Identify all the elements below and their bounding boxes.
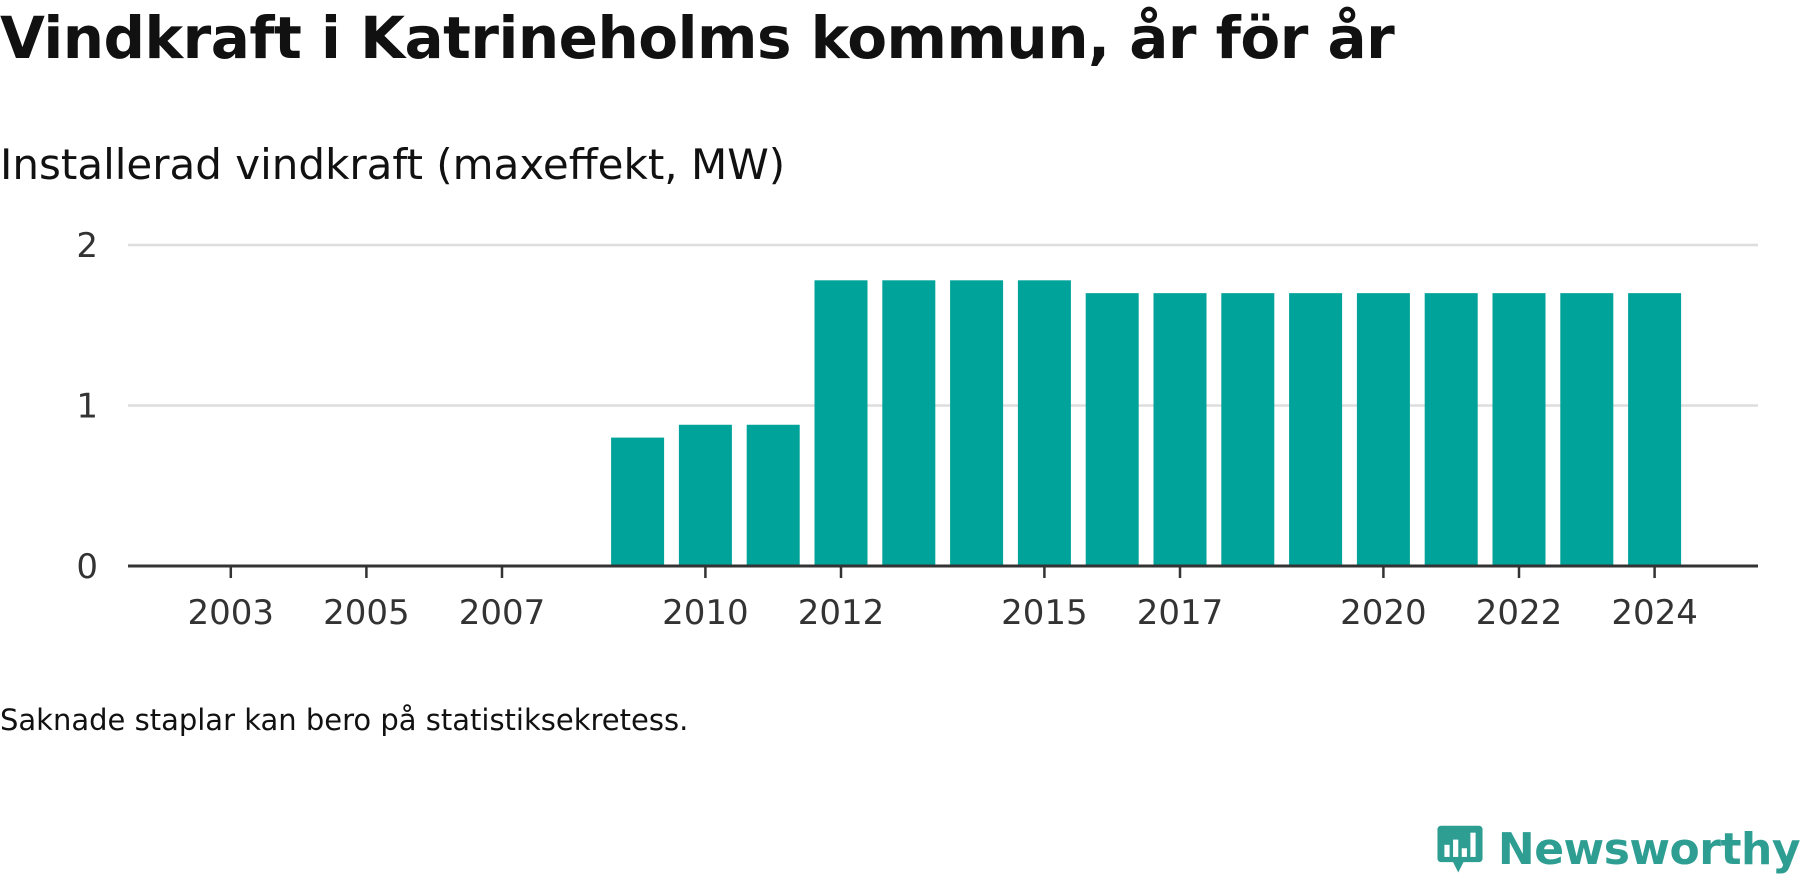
x-tick-label: 2012 bbox=[798, 593, 885, 633]
x-tick-label: 2003 bbox=[188, 593, 275, 633]
bar-2020 bbox=[1356, 293, 1410, 566]
bar-2024 bbox=[1628, 293, 1682, 566]
x-tick-label: 2024 bbox=[1611, 593, 1698, 633]
bar-2009 bbox=[611, 437, 665, 566]
bar-2013 bbox=[882, 280, 936, 566]
bar-2014 bbox=[950, 280, 1004, 566]
chart-subtitle: Installerad vindkraft (maxeffekt, MW) bbox=[0, 140, 786, 189]
newsworthy-logo-icon bbox=[1437, 825, 1483, 873]
x-tick-label: 2017 bbox=[1137, 593, 1224, 633]
y-tick-label: 0 bbox=[76, 547, 98, 587]
newsworthy-logo-text: Newsworthy bbox=[1497, 824, 1800, 875]
x-tick-label: 2015 bbox=[1001, 593, 1088, 633]
x-tick-label: 2010 bbox=[662, 593, 749, 633]
bars bbox=[611, 280, 1682, 566]
bar-2011 bbox=[746, 424, 800, 566]
bar-2022 bbox=[1492, 293, 1546, 566]
bar-2015 bbox=[1017, 280, 1071, 566]
x-tick-label: 2020 bbox=[1340, 593, 1427, 633]
bar-2023 bbox=[1560, 293, 1614, 566]
y-tick-label: 1 bbox=[76, 387, 98, 427]
x-tick-label: 2022 bbox=[1476, 593, 1563, 633]
bar-2021 bbox=[1424, 293, 1478, 566]
x-tick-label: 2005 bbox=[323, 593, 410, 633]
footnote: Saknade staplar kan bero på statistiksek… bbox=[0, 703, 689, 737]
bar-2019 bbox=[1289, 293, 1343, 566]
x-axis-ticks: 2003 2005 2007 2010 2012 2015 2017 2020 2022 2024 bbox=[188, 566, 1698, 633]
newsworthy-logo: Newsworthy bbox=[1434, 820, 1800, 880]
bar-2016 bbox=[1085, 293, 1139, 566]
chart-title: Vindkraft i Katrineholms kommun, år för … bbox=[0, 4, 1395, 72]
y-axis-ticks: 0 1 2 bbox=[76, 226, 98, 587]
bar-2018 bbox=[1221, 293, 1275, 566]
y-tick-label: 2 bbox=[76, 226, 98, 266]
gridlines bbox=[128, 243, 1758, 407]
bar-2012 bbox=[814, 280, 868, 566]
bar-2017 bbox=[1153, 293, 1207, 566]
bar-2010 bbox=[678, 424, 732, 566]
x-tick-label: 2007 bbox=[459, 593, 546, 633]
